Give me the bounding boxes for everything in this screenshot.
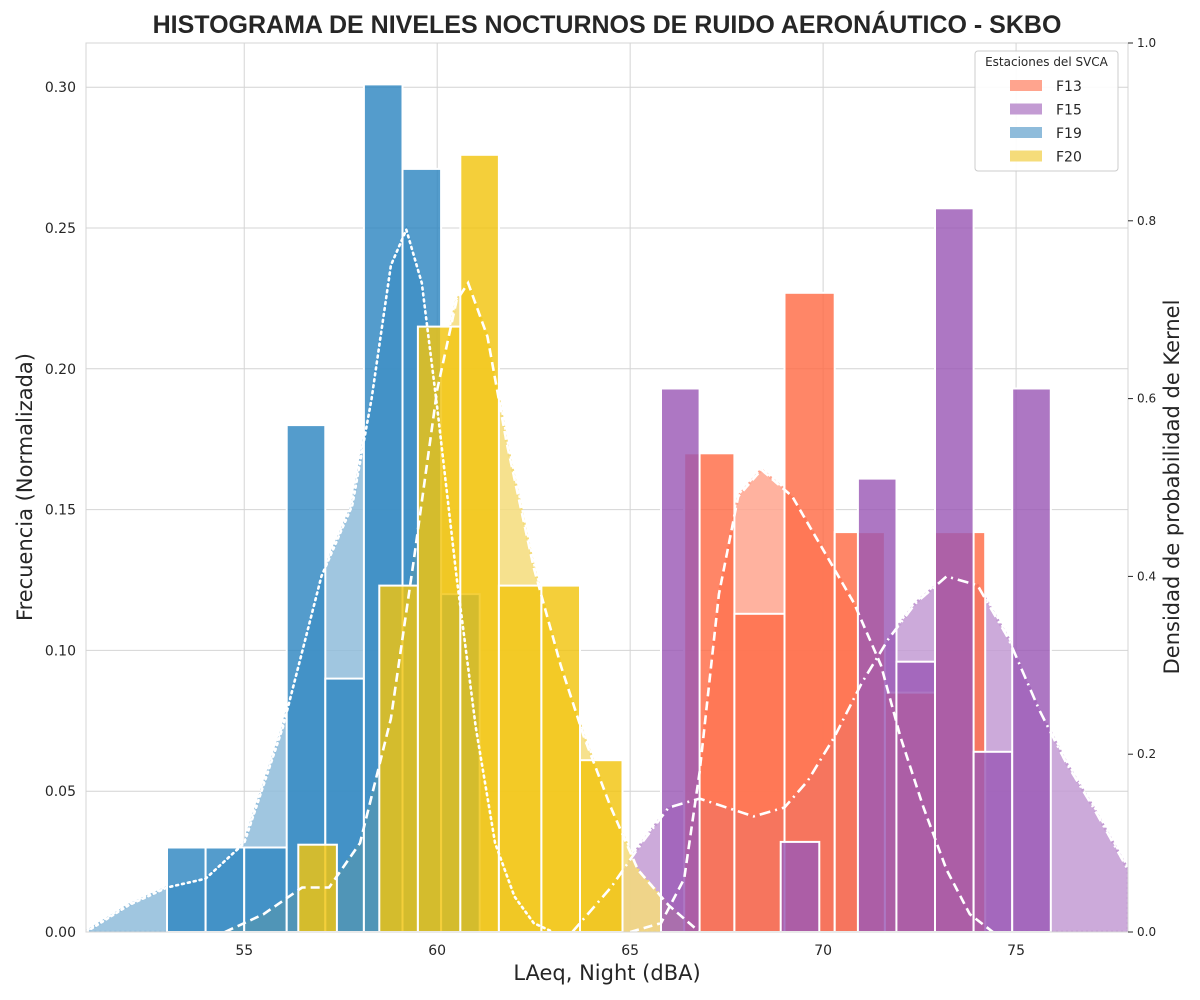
x-axis-label: LAeq, Night (dBA)	[513, 961, 700, 985]
y-tick-label: 0.30	[45, 80, 76, 96]
bar-f15-4	[934, 207, 975, 932]
x-tick-label: 75	[1007, 943, 1025, 959]
kde-line-f20	[224, 280, 701, 932]
y-tick-label: 0.05	[45, 784, 76, 800]
y-tick-label: 0.25	[45, 221, 76, 237]
legend: Estaciones del SVCA F13 F15 F19 F20	[974, 50, 1119, 172]
bar-f20-4	[497, 584, 543, 932]
y2-tick-label: 0.0	[1137, 925, 1156, 939]
legend-box	[974, 50, 1119, 172]
legend-swatch-f20	[1010, 150, 1042, 162]
chart-title: HISTOGRAMA DE NIVELES NOCTURNOS DE RUIDO…	[153, 10, 1062, 39]
legend-label-f19: F19	[1056, 126, 1082, 142]
y-tick-label: 0.15	[45, 503, 76, 519]
legend-swatch-f13	[1010, 80, 1042, 91]
y2-tick-label: 0.2	[1137, 747, 1156, 761]
x-tick-label: 70	[814, 943, 832, 959]
bar-f20-3	[459, 153, 500, 932]
plot-area	[86, 43, 1128, 933]
plot-content	[86, 83, 1128, 932]
legend-title: Estaciones del SVCA	[985, 55, 1109, 69]
y2-axis-label: Densidad de probabilidad de Kernel	[1160, 300, 1184, 675]
legend-label-f20: F20	[1056, 150, 1082, 166]
bar-f15-6	[1011, 387, 1052, 932]
bar-f13-2	[783, 291, 836, 932]
y2-tick-label: 0.4	[1137, 569, 1156, 583]
x-tick-label: 65	[621, 943, 639, 959]
bar-f15-1	[779, 840, 821, 932]
bar-f20-6	[579, 759, 624, 932]
bar-f13-1	[733, 612, 786, 932]
grid	[86, 43, 1128, 933]
y2-tick-label: 1.0	[1137, 36, 1156, 50]
bar-f20-1	[378, 584, 419, 932]
bars-f15	[660, 207, 1052, 932]
y-tick-label: 0.20	[45, 362, 76, 378]
bar-f15-5	[972, 750, 1014, 932]
legend-label-f15: F15	[1056, 103, 1082, 119]
y-axis-label: Frecuencia (Normalizada)	[13, 353, 37, 621]
legend-swatch-f15	[1010, 103, 1042, 115]
bar-f15-3	[895, 660, 937, 932]
bar-f20-5	[540, 584, 582, 932]
bar-f19-0	[166, 846, 207, 932]
plot-frame	[85, 42, 1129, 933]
x-tick-label: 60	[428, 943, 446, 959]
bar-f15-2	[856, 477, 898, 932]
x-tick-label: 55	[235, 943, 253, 959]
axes: 55 60 65 70 75 0.00 0.05 0.10 0.15 0.20 0.25 0.30 0.…	[45, 36, 1156, 959]
bars-f20	[297, 153, 624, 932]
bar-f15-0	[660, 387, 701, 932]
bar-f19-2	[243, 846, 288, 932]
y-tick-label: 0.00	[45, 925, 76, 941]
legend-swatch-f19	[1010, 127, 1042, 138]
y-tick-label: 0.10	[45, 643, 76, 659]
y2-tick-label: 0.8	[1137, 214, 1156, 228]
kde-line-f15	[571, 574, 1128, 932]
legend-label-f13: F13	[1056, 79, 1082, 95]
kde-line-f13	[629, 467, 994, 932]
kde-line-f19	[86, 225, 555, 932]
y2-tick-label: 0.6	[1137, 392, 1156, 406]
